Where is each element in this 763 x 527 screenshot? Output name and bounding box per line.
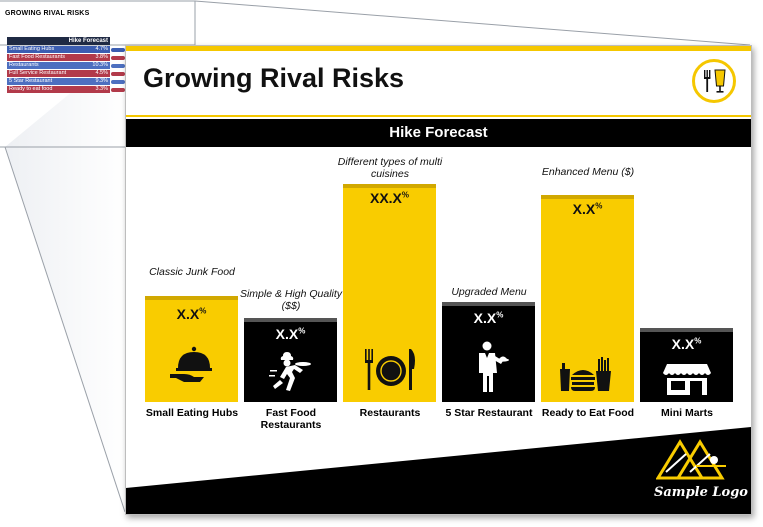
slide-canvas: Growing Rival Risks Hike Forecast X.X% X… <box>125 45 752 515</box>
title-divider <box>126 115 751 117</box>
bar-value-label: X.X% <box>275 326 306 342</box>
mini-row-label: Ready to eat food <box>9 86 53 92</box>
bar-value-label: X.X% <box>572 201 603 217</box>
bar-5-star-restaurant: X.X% <box>442 302 535 402</box>
bar-note: Enhanced Menu ($) <box>541 166 635 178</box>
sample-logo-icon <box>656 439 726 480</box>
mini-row-value: 3.8% <box>95 54 108 60</box>
hike-forecast-banner: Hike Forecast <box>126 119 751 147</box>
bar-note: Different types of multi cuisines <box>337 156 443 180</box>
bar-fast-food-restaurants: X.X% <box>244 318 337 402</box>
mini-row-value: 9.3% <box>95 78 108 84</box>
bar-mini-marts: X.X% <box>640 328 733 402</box>
mini-row-value: 4.5% <box>95 70 108 76</box>
slide-title: Growing Rival Risks <box>143 63 405 93</box>
bar-small-eating-hubs: X.X% <box>145 296 238 402</box>
mini-table-row: Full Service Restaurant 4.5% <box>7 70 110 77</box>
running-chef-icon <box>268 352 311 391</box>
bar-value-label: X.X% <box>176 306 207 322</box>
mini-table-row: Small Eating Hubs 4.7% <box>7 46 110 53</box>
mini-row-value: 3.3% <box>95 86 108 92</box>
category-label: Restaurants <box>359 407 421 419</box>
mini-table-row: Fast Food Restaurants 3.8% <box>7 54 110 61</box>
cloche-serving-icon <box>169 346 212 382</box>
bar-value-label: XX.X% <box>369 190 410 206</box>
mini-row-connector-tab <box>111 71 125 76</box>
sample-logo-text: Sample Logo <box>654 485 748 500</box>
mini-row-label: Restaurants <box>9 62 39 68</box>
category-label: Mini Marts <box>661 407 713 419</box>
mini-row-connector-tab <box>111 63 125 68</box>
fork-knife-glass-icon <box>692 59 736 103</box>
category-label: Fast Food Restaurants <box>260 407 322 431</box>
sheet-title: GROWING RIVAL RISKS <box>5 10 90 17</box>
mini-row-value: 4.7% <box>95 46 108 52</box>
storefront-icon <box>662 364 711 395</box>
mini-row-label: Full Service Restaurant <box>9 70 67 76</box>
mini-row-label: Fast Food Restaurants <box>9 54 65 60</box>
mini-row-label: 5 Star Restaurant <box>9 78 53 84</box>
bar-note: Simple & High Quality ($$) <box>239 288 343 312</box>
mini-row-connector-tab <box>111 47 125 52</box>
bar-ready-to-eat-food: X.X% <box>541 195 634 402</box>
category-label: Ready to Eat Food <box>541 407 635 419</box>
mini-table-row: Restaurants 10.3% <box>7 62 110 69</box>
mini-row-connector-tab <box>111 55 125 60</box>
burger-fries-drink-icon <box>559 357 611 391</box>
mini-row-connector-tab <box>111 79 125 84</box>
bar-restaurants: XX.X% <box>343 184 436 402</box>
mini-row-label: Small Eating Hubs <box>9 46 55 52</box>
footer-wedge <box>126 427 751 514</box>
bar-value-label: X.X% <box>473 310 504 326</box>
mini-table-header: Hike Forecast <box>7 37 110 45</box>
mini-row-connector-tab <box>111 87 125 92</box>
mini-table-row: 5 Star Restaurant 9.3% <box>7 78 110 85</box>
category-label: 5 Star Restaurant <box>445 407 533 419</box>
category-label: Small Eating Hubs <box>145 407 239 419</box>
mini-table-row: Ready to eat food 3.3% <box>7 86 110 93</box>
waiter-icon <box>478 341 509 392</box>
bar-note: Upgraded Menu <box>451 286 527 298</box>
slide-top-accent <box>126 46 751 51</box>
fork-plate-knife-icon <box>364 349 415 390</box>
bar-note: Classic Junk Food <box>149 266 235 278</box>
mini-row-value: 10.3% <box>92 62 108 68</box>
bar-value-label: X.X% <box>671 336 702 352</box>
